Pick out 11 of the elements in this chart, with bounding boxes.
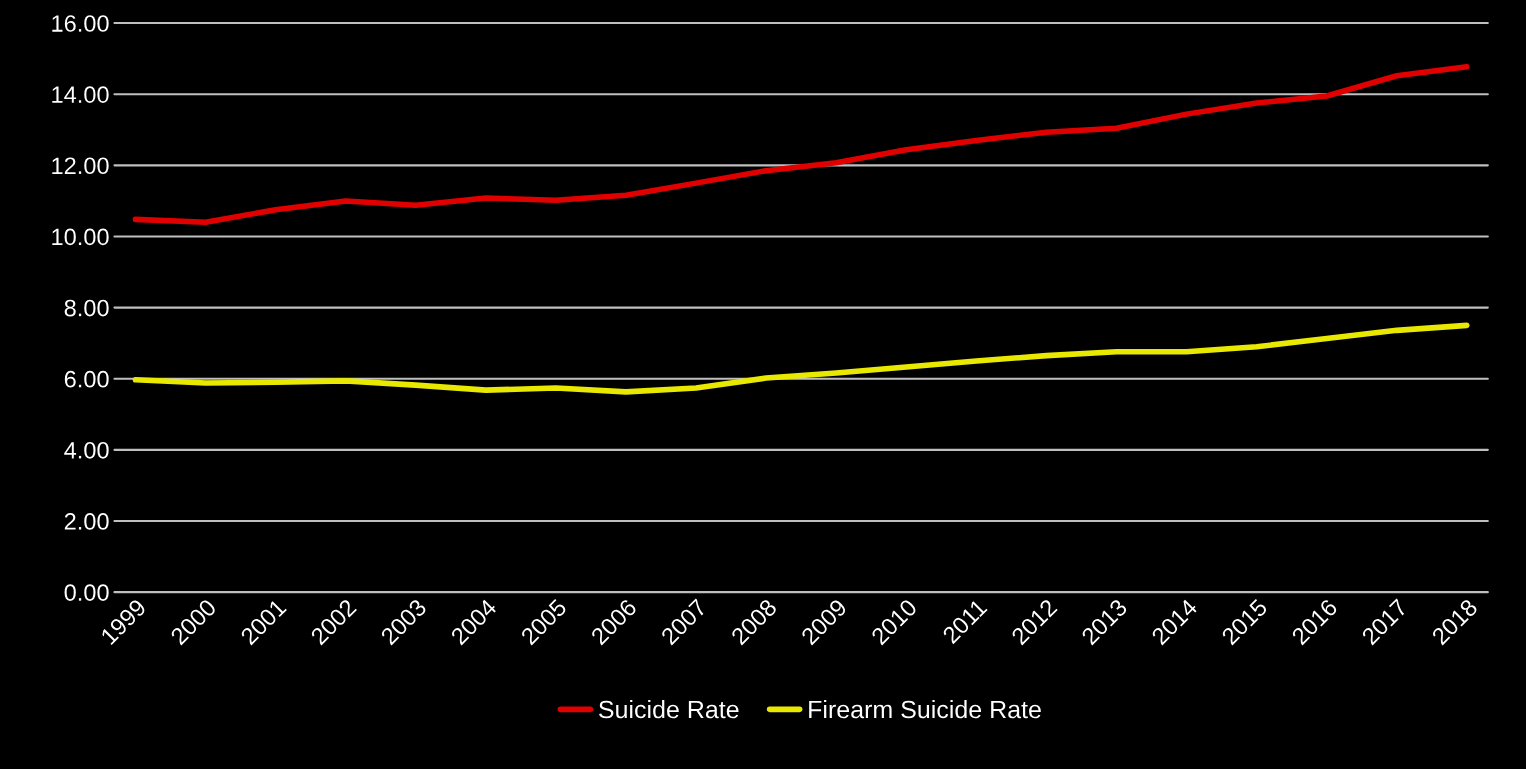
y-tick-label: 0.00 bbox=[64, 584, 109, 601]
y-tick-label: 8.00 bbox=[64, 299, 109, 317]
y-tick-label: 2.00 bbox=[64, 513, 109, 530]
y-tick-label: 12.00 bbox=[52, 157, 109, 175]
y-tick-label: 4.00 bbox=[64, 441, 109, 459]
legend-label: Firearm Suicide Rate bbox=[809, 699, 1041, 719]
y-tick-label: 16.00 bbox=[52, 15, 109, 32]
legend-label: Suicide Rate bbox=[599, 699, 739, 719]
y-tick-label: 10.00 bbox=[52, 228, 109, 246]
y-tick-label: 14.00 bbox=[52, 86, 109, 103]
y-tick-label: 6.00 bbox=[64, 370, 109, 388]
